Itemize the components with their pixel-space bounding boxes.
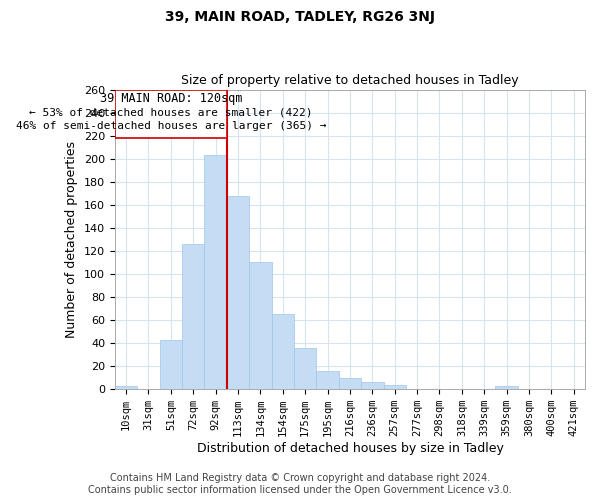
Text: 39, MAIN ROAD, TADLEY, RG26 3NJ: 39, MAIN ROAD, TADLEY, RG26 3NJ <box>165 10 435 24</box>
Bar <box>115 386 137 389</box>
Bar <box>227 196 249 389</box>
Title: Size of property relative to detached houses in Tadley: Size of property relative to detached ho… <box>181 74 519 87</box>
Bar <box>272 314 294 389</box>
Bar <box>115 90 227 138</box>
Bar <box>496 386 518 389</box>
X-axis label: Distribution of detached houses by size in Tadley: Distribution of detached houses by size … <box>197 442 503 455</box>
Bar <box>316 371 339 389</box>
Bar <box>182 244 205 389</box>
Y-axis label: Number of detached properties: Number of detached properties <box>65 141 79 338</box>
Text: ← 53% of detached houses are smaller (422): ← 53% of detached houses are smaller (42… <box>29 108 313 118</box>
Bar <box>249 262 272 389</box>
Bar <box>205 156 227 389</box>
Text: 39 MAIN ROAD: 120sqm: 39 MAIN ROAD: 120sqm <box>100 92 242 106</box>
Bar <box>339 378 361 389</box>
Text: Contains HM Land Registry data © Crown copyright and database right 2024.
Contai: Contains HM Land Registry data © Crown c… <box>88 474 512 495</box>
Text: 46% of semi-detached houses are larger (365) →: 46% of semi-detached houses are larger (… <box>16 122 326 132</box>
Bar <box>361 382 383 389</box>
Bar <box>294 348 316 389</box>
Bar <box>383 384 406 389</box>
Bar <box>160 340 182 389</box>
